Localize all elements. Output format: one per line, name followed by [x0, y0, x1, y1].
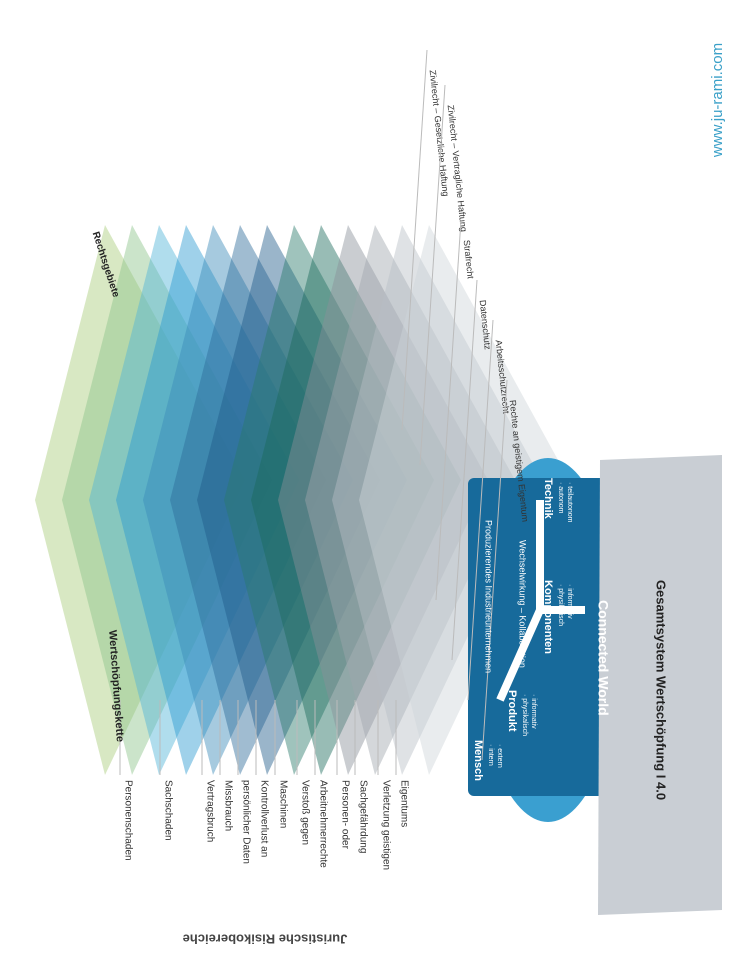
layer	[170, 225, 380, 775]
risk-area-label: Verstoß gegen	[299, 780, 310, 845]
layers	[35, 225, 569, 775]
element-name: Komponenten	[542, 580, 554, 654]
layer	[143, 225, 353, 775]
legal-line	[419, 84, 446, 466]
footer-bar	[598, 455, 722, 915]
layer	[116, 225, 326, 775]
risk-area-label: Sachgefährdung	[357, 780, 368, 853]
risk-area-label: Eigentums	[398, 780, 409, 827]
element-name: Produkt	[506, 690, 518, 732]
layer	[332, 225, 542, 775]
element-name: Technik	[542, 478, 554, 520]
risk-area-label: persönlicher Daten	[240, 780, 251, 864]
legal-line	[451, 279, 478, 661]
element-name: Mensch	[472, 740, 484, 781]
element-bullet: · extern	[496, 744, 503, 768]
risk-axis-title: Juristische Risikobereiche	[183, 932, 348, 947]
legal-line	[467, 319, 494, 701]
risk-area-label: Kontrollverlust an	[258, 780, 269, 857]
layer	[224, 225, 434, 775]
watermark: www.ju-rami.com	[709, 43, 726, 158]
element-bullet: · autonom	[557, 482, 564, 514]
layer	[62, 225, 272, 775]
risk-area-label: Arbeitnehmerrechte	[317, 780, 328, 868]
connected-world-title: Connected World	[595, 600, 611, 716]
footer-text: Gesamtsystem Wertschöpfung I 4.0	[654, 580, 669, 800]
risk-area-label: Maschinen	[277, 780, 288, 828]
inner-box	[468, 478, 628, 796]
arrows	[496, 500, 585, 702]
legal-area-label: Zivilrecht – Vertragliche Haftung	[446, 104, 469, 232]
layer	[35, 225, 245, 775]
layer	[251, 225, 461, 775]
element-bullet: · physikalisch	[521, 694, 528, 736]
legal-line	[401, 49, 428, 431]
company: Produzierendes Industrieunternehmen	[484, 520, 494, 673]
risk-area-label: Missbrauch	[222, 780, 233, 831]
element-bullet: · intern	[487, 744, 494, 766]
legal-area-label: Strafrecht	[462, 239, 476, 279]
layer	[359, 225, 569, 775]
element-bullet: · physikalisch	[557, 584, 564, 626]
layer	[278, 225, 488, 775]
layer	[197, 225, 407, 775]
risk-area-label: Sachschaden	[162, 780, 173, 841]
risk-area-label: Vertragsbruch	[204, 780, 215, 842]
layer	[89, 225, 299, 775]
layer	[305, 225, 515, 775]
element-bullet: · informativ	[530, 694, 537, 729]
element-bullet: · informativ	[566, 584, 573, 619]
risk-area-label: Personenschaden	[122, 780, 133, 861]
risk-area-label: Personen- oder	[339, 780, 350, 850]
risk-area-label: Verletzung geistigen	[380, 780, 391, 870]
legal-line	[435, 219, 462, 601]
interaction: Wechselwirkung – Kollaboration	[518, 540, 528, 668]
legal-line	[481, 379, 508, 761]
element-bullet: · teilautonom	[566, 482, 573, 523]
